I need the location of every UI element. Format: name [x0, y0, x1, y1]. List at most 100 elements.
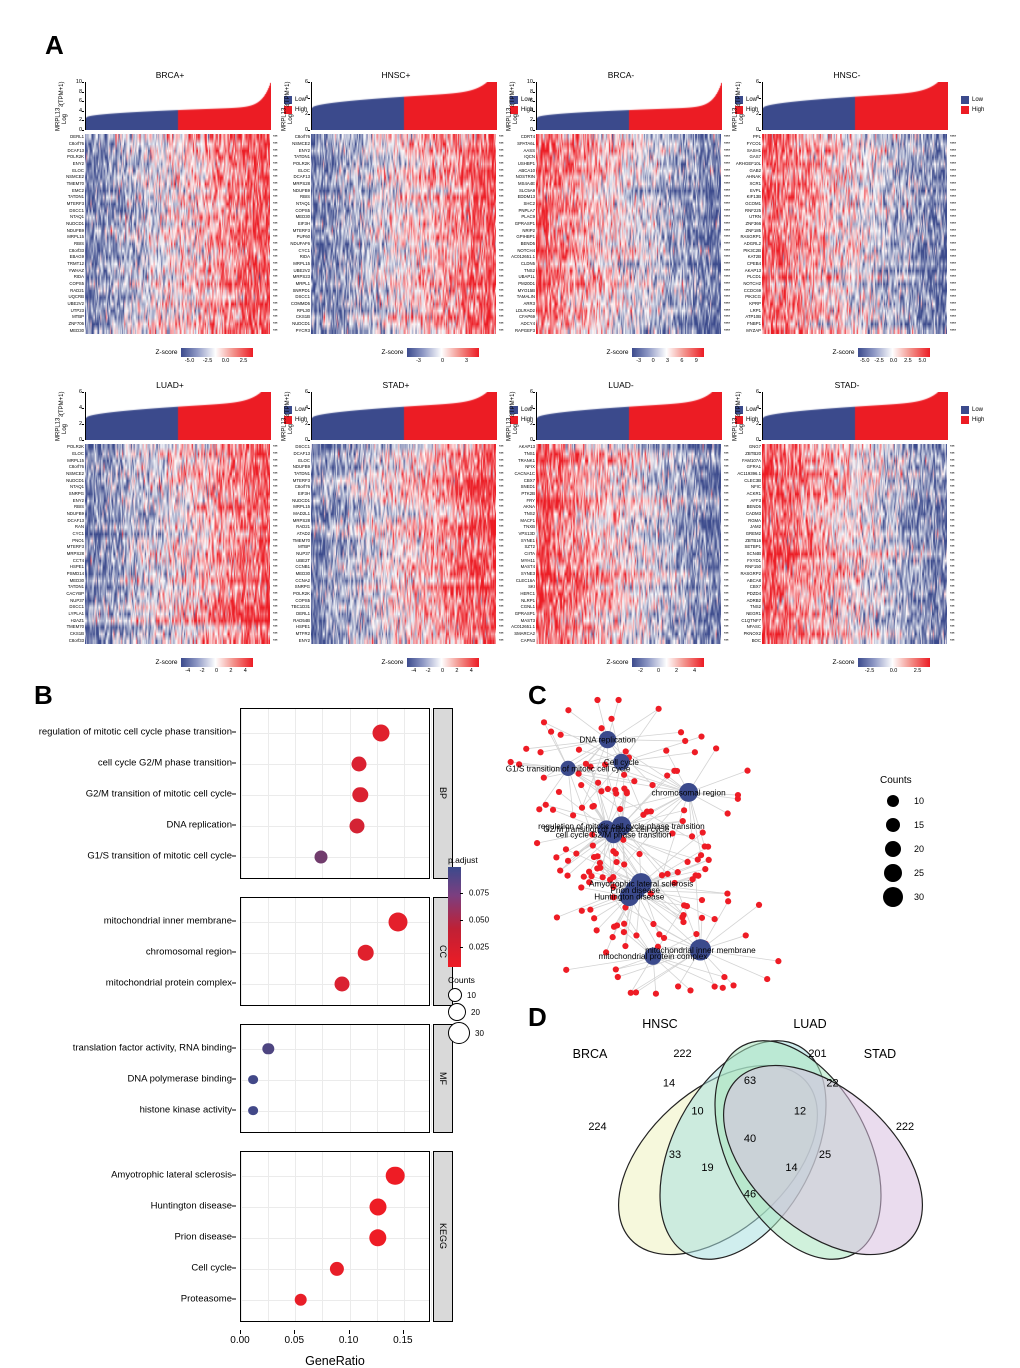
network-gene-node[interactable]	[614, 922, 620, 928]
network-gene-node[interactable]	[610, 934, 616, 940]
network-gene-node[interactable]	[764, 976, 770, 982]
network-gene-node[interactable]	[594, 865, 600, 871]
dotplot-point[interactable]	[350, 818, 365, 833]
network-gene-node[interactable]	[656, 706, 662, 712]
dotplot-point[interactable]	[369, 1229, 386, 1246]
network-gene-node[interactable]	[613, 859, 619, 865]
network-gene-node[interactable]	[692, 749, 698, 755]
network-gene-node[interactable]	[775, 958, 781, 964]
network-gene-node[interactable]	[556, 789, 562, 795]
network-gene-node[interactable]	[624, 790, 630, 796]
dotplot-point[interactable]	[248, 1075, 258, 1085]
network-gene-node[interactable]	[720, 985, 726, 991]
network-gene-node[interactable]	[573, 850, 579, 856]
dotplot-point[interactable]	[389, 912, 408, 931]
network-gene-node[interactable]	[594, 697, 600, 703]
network-gene-node[interactable]	[681, 902, 687, 908]
network-gene-node[interactable]	[650, 921, 656, 927]
network-gene-node[interactable]	[543, 802, 549, 808]
network-gene-node[interactable]	[595, 780, 601, 786]
network-gene-node[interactable]	[664, 772, 670, 778]
network-gene-node[interactable]	[598, 725, 604, 731]
network-gene-node[interactable]	[548, 729, 554, 735]
network-gene-node[interactable]	[743, 932, 749, 938]
network-gene-node[interactable]	[689, 833, 695, 839]
dotplot-point[interactable]	[315, 850, 328, 863]
network-gene-node[interactable]	[579, 908, 585, 914]
network-gene-node[interactable]	[679, 914, 685, 920]
network-gene-node[interactable]	[744, 768, 750, 774]
network-gene-node[interactable]	[681, 807, 687, 813]
network-gene-node[interactable]	[706, 857, 712, 863]
network-gene-node[interactable]	[659, 872, 665, 878]
network-gene-node[interactable]	[623, 748, 629, 754]
network-gene-node[interactable]	[581, 874, 587, 880]
network-gene-node[interactable]	[684, 859, 690, 865]
network-gene-node[interactable]	[678, 729, 684, 735]
network-gene-node[interactable]	[541, 775, 547, 781]
dotplot-point[interactable]	[369, 1198, 386, 1215]
network-gene-node[interactable]	[724, 890, 730, 896]
network-gene-node[interactable]	[664, 871, 670, 877]
network-gene-node[interactable]	[675, 869, 681, 875]
network-gene-node[interactable]	[661, 935, 667, 941]
network-gene-node[interactable]	[537, 749, 543, 755]
network-gene-node[interactable]	[591, 915, 597, 921]
network-gene-node[interactable]	[621, 861, 627, 867]
network-gene-node[interactable]	[588, 873, 594, 879]
network-gene-node[interactable]	[725, 898, 731, 904]
network-gene-node[interactable]	[756, 902, 762, 908]
network-gene-node[interactable]	[534, 840, 540, 846]
network-gene-node[interactable]	[615, 974, 621, 980]
network-gene-node[interactable]	[721, 974, 727, 980]
network-gene-node[interactable]	[671, 768, 677, 774]
network-gene-node[interactable]	[693, 872, 699, 878]
network-gene-node[interactable]	[579, 805, 585, 811]
network-gene-node[interactable]	[699, 897, 705, 903]
network-gene-node[interactable]	[617, 806, 623, 812]
network-gene-node[interactable]	[550, 807, 556, 813]
dotplot-point[interactable]	[294, 1293, 307, 1306]
network-gene-node[interactable]	[557, 867, 563, 873]
network-gene-node[interactable]	[554, 914, 560, 920]
network-gene-node[interactable]	[616, 697, 622, 703]
network-gene-node[interactable]	[698, 733, 704, 739]
network-gene-node[interactable]	[613, 966, 619, 972]
network-gene-node[interactable]	[565, 707, 571, 713]
dotplot-point[interactable]	[262, 1043, 273, 1054]
network-gene-node[interactable]	[590, 842, 596, 848]
network-gene-node[interactable]	[605, 786, 611, 792]
network-gene-node[interactable]	[613, 790, 619, 796]
network-gene-node[interactable]	[636, 851, 642, 857]
network-gene-node[interactable]	[725, 810, 731, 816]
network-gene-node[interactable]	[589, 804, 595, 810]
network-gene-node[interactable]	[633, 932, 639, 938]
network-gene-node[interactable]	[563, 846, 569, 852]
dotplot-point[interactable]	[358, 944, 375, 961]
network-gene-node[interactable]	[687, 987, 693, 993]
dotplot-point[interactable]	[329, 1261, 343, 1275]
network-gene-node[interactable]	[622, 943, 628, 949]
network-gene-node[interactable]	[735, 792, 741, 798]
network-gene-node[interactable]	[578, 782, 584, 788]
network-gene-node[interactable]	[663, 748, 669, 754]
network-gene-node[interactable]	[675, 983, 681, 989]
network-gene-node[interactable]	[693, 931, 699, 937]
network-gene-node[interactable]	[613, 850, 619, 856]
dotplot-point[interactable]	[353, 787, 368, 802]
network-gene-node[interactable]	[565, 858, 571, 864]
dotplot-point[interactable]	[373, 724, 390, 741]
network-gene-node[interactable]	[712, 983, 718, 989]
network-gene-node[interactable]	[705, 844, 711, 850]
network-gene-node[interactable]	[713, 745, 719, 751]
network-gene-node[interactable]	[587, 907, 593, 913]
network-gene-node[interactable]	[631, 778, 637, 784]
network-gene-node[interactable]	[628, 990, 634, 996]
network-gene-node[interactable]	[578, 884, 584, 890]
network-gene-node[interactable]	[564, 872, 570, 878]
network-gene-node[interactable]	[730, 982, 736, 988]
network-gene-node[interactable]	[621, 929, 627, 935]
network-gene-node[interactable]	[702, 866, 708, 872]
network-gene-node[interactable]	[576, 747, 582, 753]
network-gene-node[interactable]	[594, 853, 600, 859]
